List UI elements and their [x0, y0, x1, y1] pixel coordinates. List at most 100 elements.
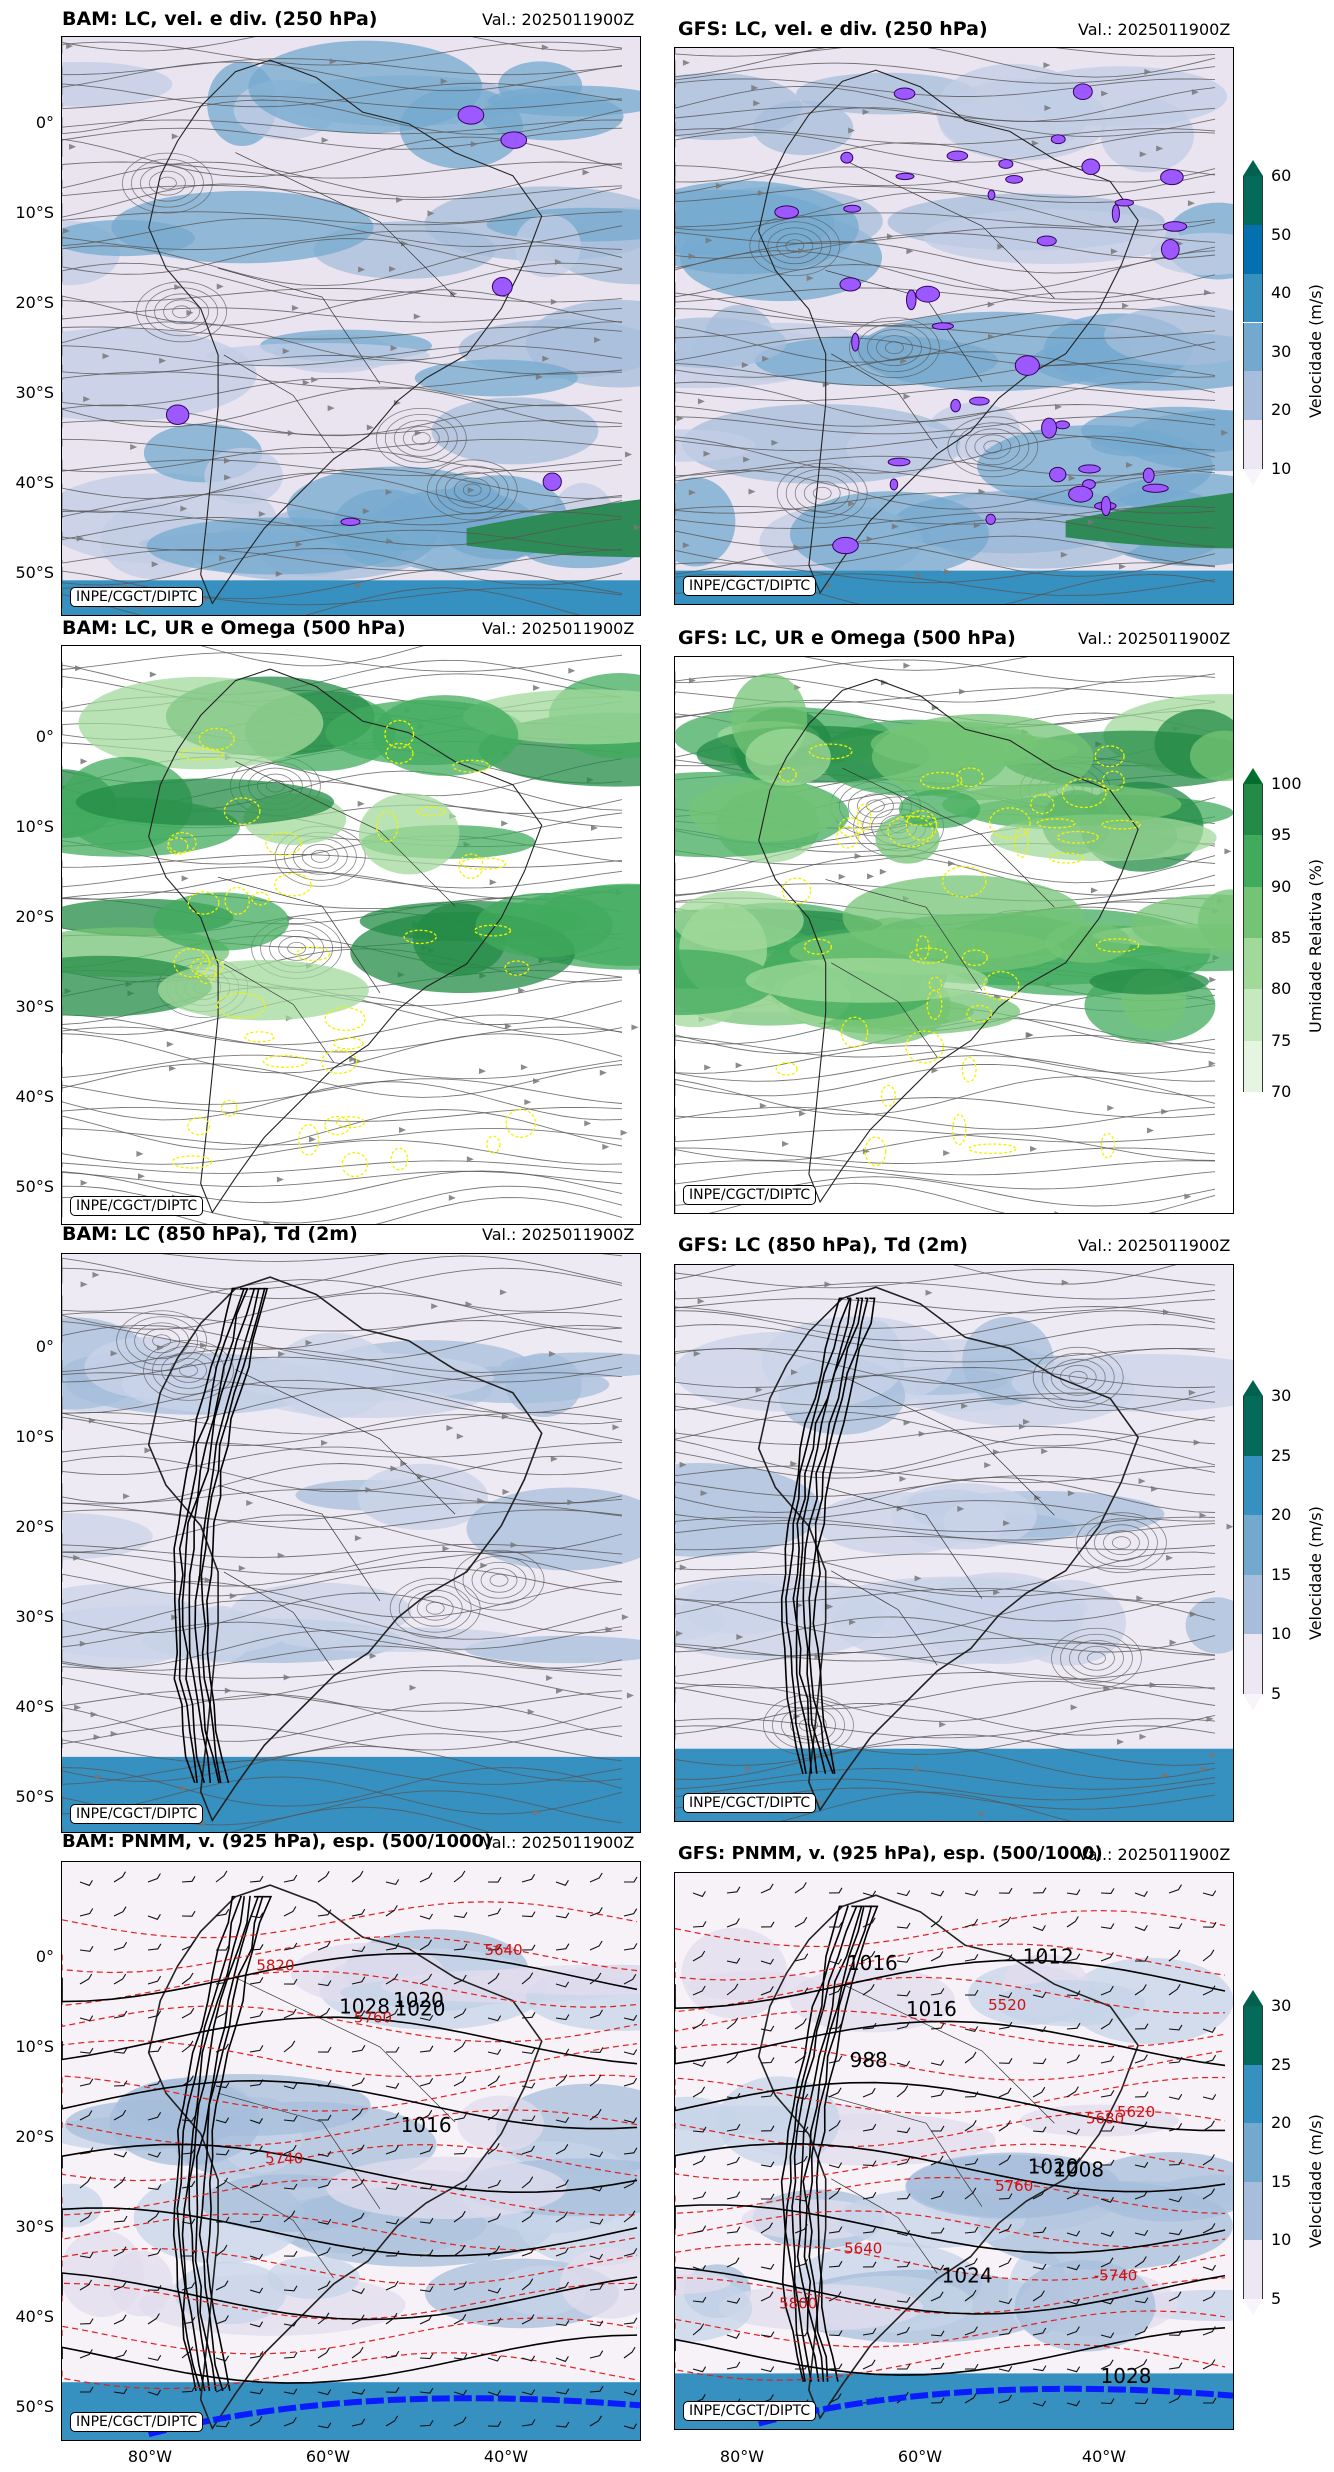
map-gfs-250: INPE/CGCT/DIPTC [674, 47, 1234, 605]
map-canvas [62, 646, 640, 1224]
lon-label: 40°W [1081, 2447, 1127, 2466]
colorbar-tick: 15 [1271, 2171, 1292, 2191]
lat-label: 30°S [15, 383, 54, 402]
colorbar-tick: 30 [1271, 341, 1292, 361]
colorbar-title: Velocidade (m/s) [1306, 1506, 1325, 1640]
contour-label: 1020 [1028, 2154, 1079, 2178]
colorbar-tick: 30 [1271, 1386, 1292, 1405]
lat-label: 0° [35, 727, 54, 746]
colorbar-tick: 15 [1271, 1564, 1292, 1584]
lat-label: 50°S [15, 1787, 54, 1806]
lat-label: 50°S [15, 2397, 54, 2416]
colorbar-tick: 50 [1271, 224, 1292, 244]
panel-valid-time: Val.: 2025011900Z [482, 619, 635, 638]
colorbar-segment [1243, 2006, 1263, 2065]
colorbar-extend-bottom [1243, 1092, 1263, 1108]
map-canvas [62, 37, 640, 615]
country-borders [825, 767, 1055, 1058]
colorbar [1243, 160, 1263, 485]
colorbar-segment [1243, 1396, 1263, 1456]
colorbar-segment [1243, 886, 1263, 938]
lat-label: 0° [35, 1337, 54, 1356]
colorbar-tick: 10 [1271, 2230, 1292, 2250]
colorbar-segment [1243, 2123, 1263, 2182]
contour-label: 1028 [1101, 2364, 1152, 2388]
colorbar-segment [1243, 224, 1263, 274]
lat-label: 50°S [15, 1177, 54, 1196]
colorbar-tick: 90 [1271, 876, 1292, 896]
lon-label: 80°W [719, 2447, 765, 2466]
panel-title: GFS: LC, vel. e div. (250 hPa) [678, 18, 988, 40]
colorbar-extend-top [1243, 1990, 1263, 2006]
lat-label: 40°S [15, 1697, 54, 1716]
lat-label: 10°S [15, 2037, 54, 2056]
contour-label: 1024 [942, 2264, 993, 2288]
lat-label: 20°S [15, 2127, 54, 2146]
lat-label: 20°S [15, 1517, 54, 1536]
colorbar-extend-top [1243, 768, 1263, 784]
wind-barbs [692, 1882, 1217, 2407]
coastline [148, 668, 543, 1214]
lat-label: 20°S [15, 907, 54, 926]
panel-title: GFS: PNMM, v. (925 hPa), esp. (500/1000) [678, 1843, 1103, 1864]
colorbar-tick: 20 [1271, 1505, 1292, 1525]
colorbar-segment [1243, 176, 1263, 225]
contour-label: 5520 [988, 1996, 1026, 2014]
colorbar-tick: 10 [1271, 1624, 1292, 1644]
colorbar-segment [1243, 2064, 1263, 2124]
colorbar-segment [1243, 835, 1263, 887]
colorbar-tick: 70 [1271, 1082, 1292, 1101]
coastline [148, 59, 543, 605]
colorbar [1243, 1990, 1263, 2315]
colorbar-tick: 30 [1271, 1996, 1292, 2015]
contour-label: 5760 [354, 2009, 392, 2027]
contour-label: -5740 [1094, 2267, 1138, 2285]
colorbar-title: Velocidade (m/s) [1306, 283, 1325, 418]
credit-box: INPE/CGCT/DIPTC [70, 2412, 204, 2432]
thickness-5400-line [147, 2395, 640, 2438]
map-gfs-pnmm: 1016 -5740 1012 1016 1024 5760 5800 5680 5620 564… [674, 1872, 1234, 2430]
contour-label: 5640 [484, 1941, 522, 1959]
map-gfs-850: INPE/CGCT/DIPTC [674, 1264, 1234, 1822]
contour-label: 5620 [1117, 2103, 1155, 2121]
credit-box: INPE/CGCT/DIPTC [70, 1804, 204, 1824]
streamlines [675, 1265, 1233, 1821]
contour-label: 1008 [1053, 2157, 1104, 2181]
colorbar-tick: 75 [1271, 1030, 1292, 1050]
country-borders [825, 1983, 1055, 2274]
lon-label: 80°W [127, 2447, 173, 2466]
contour-label: 5820 [256, 1956, 294, 1974]
lat-label: 30°S [15, 997, 54, 1016]
omega-contours [775, 743, 1141, 1167]
lat-label: 40°S [15, 473, 54, 492]
shaded-field [675, 1316, 1233, 1666]
country-borders [217, 1369, 456, 1671]
country-borders [217, 761, 456, 1063]
shaded-field [62, 673, 640, 1021]
isobars [62, 1952, 638, 2384]
lat-label: 20°S [15, 293, 54, 312]
colorbar-segment [1243, 2240, 1263, 2299]
contour-label: 5800 [779, 2295, 817, 2313]
lon-label: 60°W [305, 2447, 351, 2466]
colorbar-segment [1243, 322, 1263, 372]
map-canvas [675, 657, 1233, 1213]
panel-valid-time: Val.: 2025011900Z [482, 1833, 635, 1852]
map-bam-850: INPE/CGCT/DIPTC [61, 1253, 641, 1833]
lat-label: 10°S [15, 203, 54, 222]
credit-box: INPE/CGCT/DIPTC [683, 2401, 817, 2421]
colorbar-segment [1243, 784, 1263, 836]
coastline [147, 1276, 543, 1823]
colorbar-tick: 85 [1271, 928, 1292, 947]
colorbar-segment [1243, 420, 1263, 469]
contour-label: 1028 [339, 1994, 390, 2018]
country-borders [825, 1375, 1055, 1666]
lat-label: 10°S [15, 1427, 54, 1446]
contour-label: 1016 [401, 2113, 452, 2137]
coastline [757, 1286, 1139, 1812]
map-canvas [62, 1254, 640, 1832]
panel-valid-time: Val.: 2025011900Z [1078, 1845, 1231, 1864]
shaded-field [675, 673, 1233, 1045]
colorbar-extend-bottom [1243, 1694, 1263, 1710]
